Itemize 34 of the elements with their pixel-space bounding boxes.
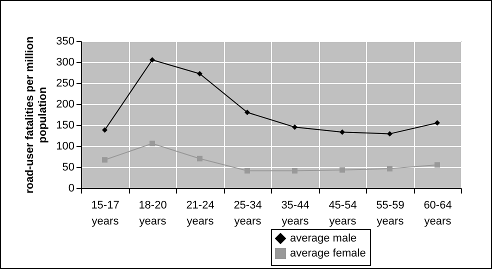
y-axis-title: road-user fatalities per million population (24, 36, 50, 194)
point (387, 166, 392, 172)
y-tick-label: 300 (56, 56, 74, 68)
x-tick-label: 45-54 years (328, 200, 357, 228)
point (102, 127, 108, 133)
point (340, 167, 345, 173)
y-tick-label: 50 (62, 162, 74, 174)
point (292, 168, 298, 174)
point (197, 156, 202, 162)
point (244, 110, 250, 116)
y-tick-label: 250 (56, 78, 74, 90)
legend-label: average male (290, 232, 357, 244)
legend-label: average female (290, 248, 366, 260)
point (197, 71, 202, 76)
x-tick-label: 55-59 years (376, 200, 404, 228)
x-tick-label: 60-64 years (424, 200, 452, 228)
x-tick-label: 25-34 years (234, 200, 262, 228)
point (434, 120, 440, 126)
x-tick-label: 15-17 years (91, 200, 120, 228)
x-tick-label: 18-20 years (138, 200, 167, 228)
point (150, 140, 155, 146)
point (244, 168, 250, 174)
point (434, 162, 440, 168)
point (340, 129, 345, 135)
point (150, 57, 155, 63)
y-tick-label: 150 (56, 120, 74, 132)
point (292, 124, 298, 130)
x-tick-label: 21-24 years (186, 200, 214, 228)
y-tick-label: 100 (56, 140, 74, 152)
y-tick-label: 200 (56, 98, 74, 110)
point (387, 131, 392, 137)
point (102, 157, 108, 163)
y-tick-label: 350 (56, 36, 74, 48)
y-tick-label: 0 (68, 182, 74, 194)
